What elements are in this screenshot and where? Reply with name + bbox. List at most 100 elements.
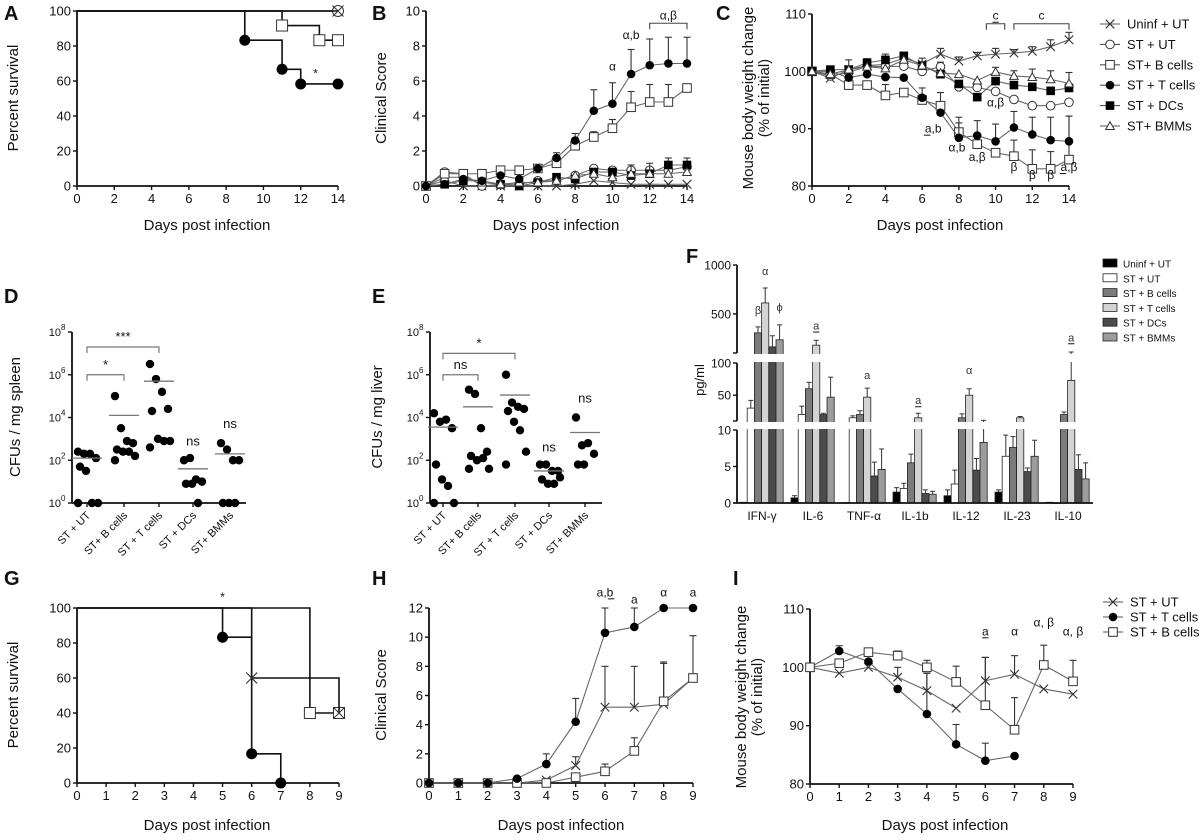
data-point xyxy=(682,160,692,170)
y-tick-label: 0 xyxy=(413,179,420,194)
significance-label: a xyxy=(915,395,922,407)
significance-label: ϕ xyxy=(777,302,783,314)
data-point xyxy=(972,51,982,61)
x-marker-stroke xyxy=(1009,48,1019,58)
data-point xyxy=(443,481,453,491)
data-point xyxy=(110,456,120,465)
bar xyxy=(972,469,981,504)
data-point xyxy=(626,69,636,79)
data-point xyxy=(228,456,238,465)
data-point xyxy=(234,456,244,465)
data-point xyxy=(276,63,288,75)
data-point xyxy=(991,136,1000,146)
data-point xyxy=(951,677,961,687)
y-tick-label-exponent: 2 xyxy=(61,451,66,460)
y-tick-label-exponent: 8 xyxy=(419,323,424,332)
x-tick-label: 2 xyxy=(132,788,139,803)
x-marker-stroke xyxy=(954,56,964,66)
x-marker-stroke xyxy=(1039,684,1049,694)
y-tick-label: 100 xyxy=(782,660,804,675)
x-marker-stroke xyxy=(892,672,903,682)
data-point xyxy=(1068,676,1078,687)
data-point xyxy=(663,179,674,189)
data-point xyxy=(972,131,982,140)
x-tick-label: 9 xyxy=(1069,789,1076,804)
bar xyxy=(863,396,872,504)
data-point xyxy=(1027,100,1038,111)
x-tick-label: 7 xyxy=(277,788,284,803)
significance-label: α xyxy=(1011,624,1018,638)
x-tick-label: 0 xyxy=(73,788,80,803)
group-st-b-cells xyxy=(463,385,494,473)
data-point xyxy=(85,449,95,459)
x-tick-label: 8 xyxy=(572,191,579,206)
data-point xyxy=(825,68,836,79)
data-point xyxy=(630,622,639,632)
data-point xyxy=(501,460,511,469)
y-tick-label: 5 xyxy=(724,460,731,474)
data-point xyxy=(1064,136,1074,146)
legend-label: ST + T cells xyxy=(1130,610,1199,625)
data-point xyxy=(245,672,258,684)
data-point xyxy=(663,168,674,178)
x-tick-label: 6 xyxy=(601,788,608,803)
x-tick-label: 12 xyxy=(1025,191,1039,206)
data-point xyxy=(664,59,673,68)
data-point xyxy=(863,647,874,657)
data-point xyxy=(1064,35,1074,45)
survival-curve xyxy=(77,10,338,85)
y-tick-label: 8 xyxy=(416,659,423,674)
data-point xyxy=(535,460,545,469)
bar xyxy=(1030,455,1039,504)
data-point xyxy=(954,56,964,66)
x-marker-stroke xyxy=(1027,46,1037,56)
panel-letter: D xyxy=(4,286,18,308)
x-tick-label: 7 xyxy=(1011,789,1018,804)
data-point xyxy=(482,447,492,456)
significance-label: ns xyxy=(542,440,556,455)
y-tick-label: 50 xyxy=(718,389,732,403)
data-point xyxy=(130,451,140,461)
series-st-ut xyxy=(805,655,1078,713)
x-tick-label: 8 xyxy=(1040,789,1047,804)
data-point xyxy=(81,466,91,476)
data-point xyxy=(147,406,157,416)
group-st-t-cells xyxy=(144,359,175,452)
data-point xyxy=(991,76,1000,86)
x-marker-stroke xyxy=(834,668,844,678)
series-st-t-cells xyxy=(424,603,698,788)
bar xyxy=(1023,471,1032,504)
bar xyxy=(877,469,886,504)
data-point xyxy=(881,72,890,82)
y-tick-label-base: 10 xyxy=(407,370,419,382)
y-tick-label: 10 xyxy=(406,4,420,19)
legend-label: ST + UT xyxy=(1123,274,1160,285)
data-point xyxy=(145,443,155,452)
data-point xyxy=(429,498,439,508)
data-point xyxy=(197,477,207,486)
data-point xyxy=(128,438,138,448)
panel-g-survival-chart: 0 1 2 3 4 5 6 7 8 9 0 20 40 60 80 100 Days post infectio… xyxy=(5,590,345,834)
legend-item-st-b-cells: ST + B cells xyxy=(1103,625,1200,640)
legend-swatch xyxy=(1102,317,1118,327)
legend-item-st-b-cells: ST + B cells xyxy=(1102,288,1176,300)
data-point xyxy=(916,60,928,70)
y-tick-label: 6 xyxy=(413,74,420,89)
y-tick-label: 0 xyxy=(416,776,423,791)
data-point xyxy=(990,147,1001,158)
legend: Uninf + UT ST + UT ST+ B cells ST + T cells… xyxy=(1100,17,1196,134)
data-point xyxy=(898,87,909,98)
y-tick-label: 4 xyxy=(416,717,423,732)
bar xyxy=(1001,455,1010,504)
data-point xyxy=(1008,70,1020,80)
legend-label: ST + B cells xyxy=(1123,289,1176,300)
panel-f-bar-chart: 0 5 10 50 100 500 1000 pg/ml IFN-γ IL-6 TNF-α IL-1b… xyxy=(692,259,1176,524)
data-point xyxy=(439,168,450,179)
axis-break-gap xyxy=(731,422,1097,429)
data-point xyxy=(681,166,693,176)
data-point xyxy=(644,168,655,178)
panel-b-line-chart: 0 2 4 6 8 10 12 14 0 2 4 6 8 10 Days post infection Cli… xyxy=(373,4,694,235)
data-point xyxy=(458,174,468,184)
data-point xyxy=(1027,71,1038,82)
